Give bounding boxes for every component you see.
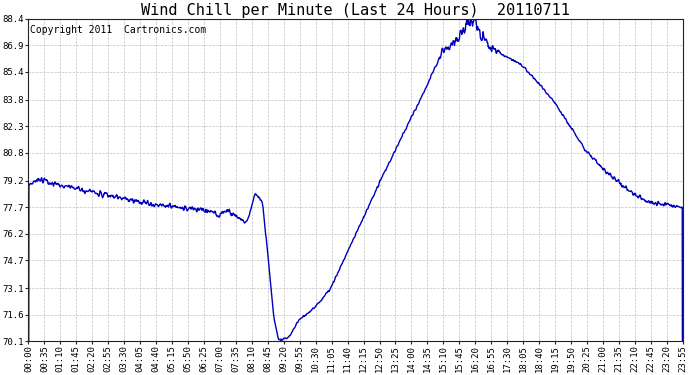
Title: Wind Chill per Minute (Last 24 Hours)  20110711: Wind Chill per Minute (Last 24 Hours) 20… <box>141 3 570 18</box>
Text: Copyright 2011  Cartronics.com: Copyright 2011 Cartronics.com <box>30 26 206 35</box>
